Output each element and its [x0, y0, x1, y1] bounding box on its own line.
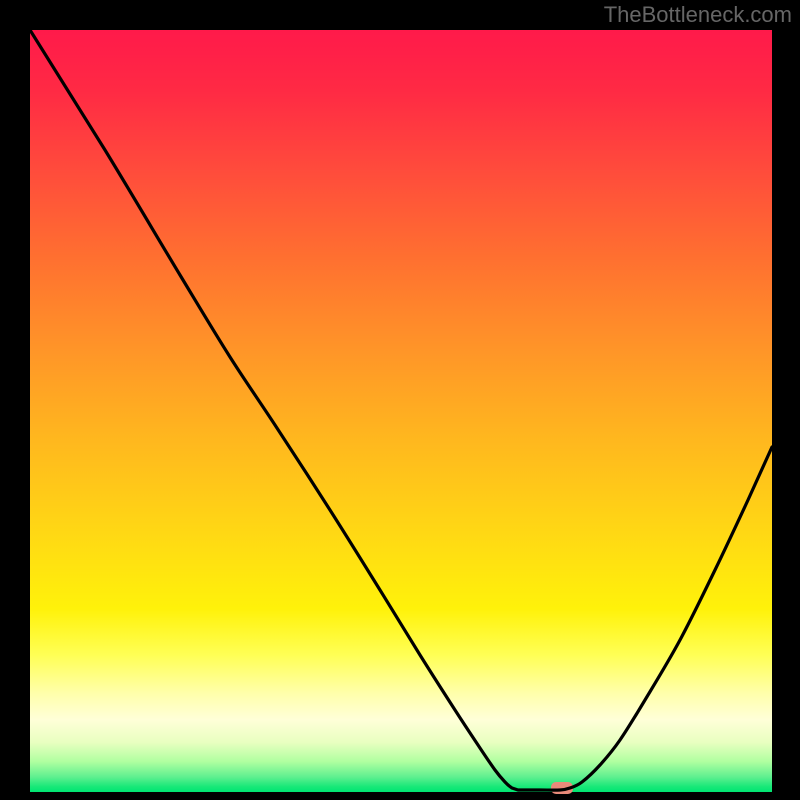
chart-container: TheBottleneck.com	[0, 0, 800, 800]
watermark-text: TheBottleneck.com	[604, 2, 792, 28]
plot-area	[30, 30, 772, 792]
chart-svg	[0, 0, 800, 800]
